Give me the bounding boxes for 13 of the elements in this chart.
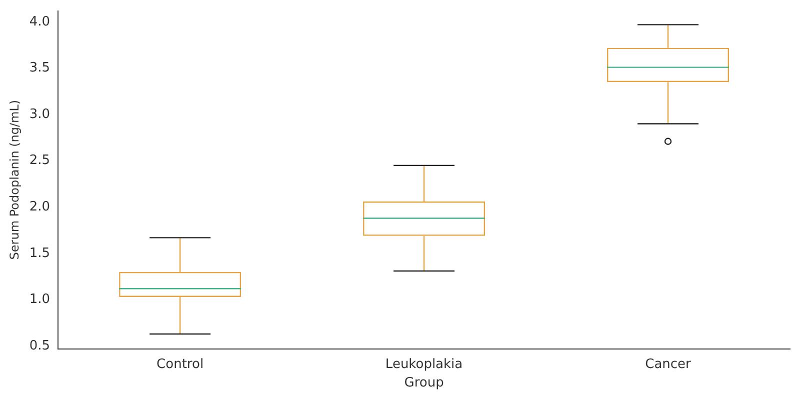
y-tick-label: 0.5 xyxy=(29,338,50,354)
x-tick-label: Control xyxy=(156,356,204,372)
y-axis-title: Serum Podoplanin (ng/mL) xyxy=(7,100,22,260)
y-tick-label: 2.0 xyxy=(29,199,50,214)
x-axis-title: Group xyxy=(404,376,444,391)
x-tick-label: Cancer xyxy=(645,356,692,372)
y-tick-label: 4.0 xyxy=(29,14,50,30)
x-tick-label: Leukoplakia xyxy=(385,356,463,372)
y-tick-label: 3.0 xyxy=(29,106,50,122)
y-tick-label: 1.5 xyxy=(29,246,50,261)
y-tick-label: 1.0 xyxy=(29,292,50,308)
y-tick-label: 2.5 xyxy=(29,153,50,168)
y-tick-label: 3.5 xyxy=(29,60,50,76)
